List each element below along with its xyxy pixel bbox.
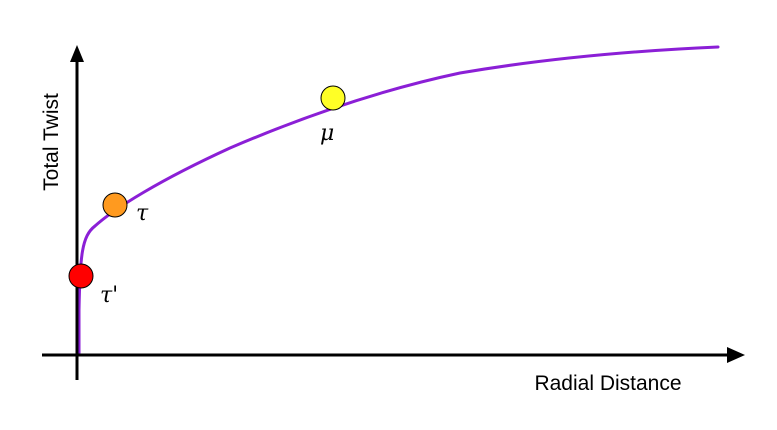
y-axis-label: Total Twist (40, 93, 63, 191)
x-axis (42, 347, 745, 363)
x-axis-arrowhead (727, 347, 745, 363)
y-axis-arrowhead (70, 45, 84, 62)
total-twist-curve (77, 45, 720, 355)
point-mu-label: μ (320, 121, 334, 146)
point-tau-prime-label: τ' (100, 283, 118, 308)
point-tau-label: τ (136, 201, 149, 226)
point-tau-prime-marker (68, 263, 94, 289)
point-tau-marker (102, 192, 128, 218)
y-axis (70, 45, 84, 380)
x-axis-label: Radial Distance (534, 372, 681, 395)
point-mu-marker (320, 85, 346, 111)
